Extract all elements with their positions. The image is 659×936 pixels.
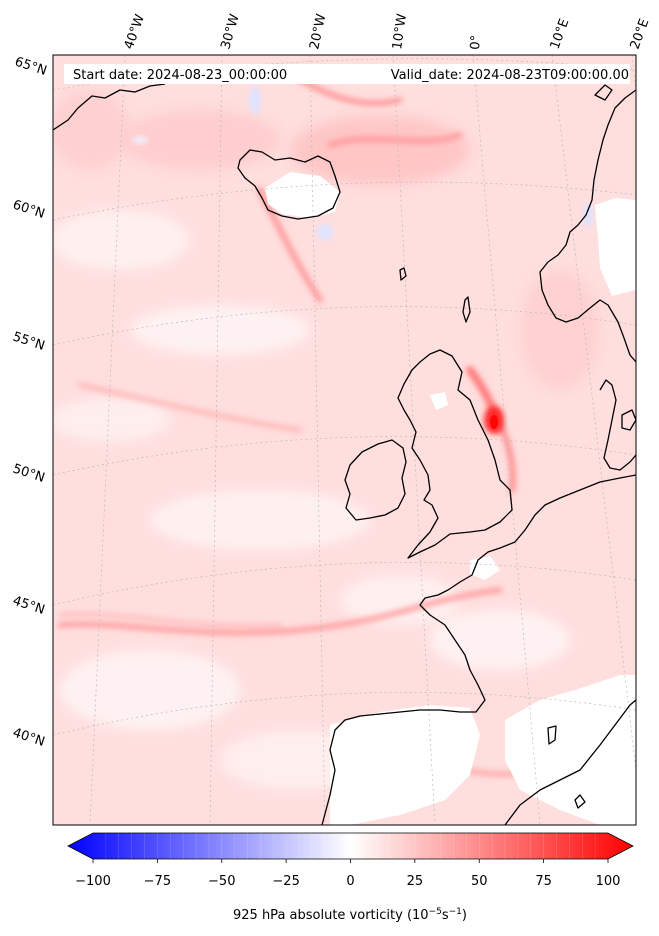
europe-coast xyxy=(321,474,636,825)
faroe-islands xyxy=(399,267,407,281)
colorbar-tick-label: 25 xyxy=(407,874,424,889)
lon-label: 0° xyxy=(468,34,484,50)
colorbar-tick-label: −100 xyxy=(75,874,111,889)
colorbar-tick-label: −25 xyxy=(272,874,299,889)
vorticity-field xyxy=(53,77,600,790)
latitude-labels: 65°N 60°N 55°N 50°N 45°N 40°N xyxy=(11,55,49,750)
colorbar-ticks: −100 −75 −50 −25 0 25 50 75 100 xyxy=(75,833,620,889)
lon-label: 30°W xyxy=(218,12,242,51)
valid-date-label: Valid_date: 2024-08-23T09:00:00.00 xyxy=(391,68,629,83)
colorbar-tick-label: −75 xyxy=(144,874,171,889)
colorbar-tick-label: 0 xyxy=(346,874,354,889)
mediterranean-coast xyxy=(504,699,636,825)
start-date-label: Start date: 2024-08-23_00:00:00 xyxy=(73,68,287,83)
great-britain-coast xyxy=(397,349,513,559)
map-frame xyxy=(52,54,637,826)
lat-label: 45°N xyxy=(11,594,47,618)
land-low-values xyxy=(265,172,636,825)
header-box xyxy=(64,64,630,84)
lon-label: 10°W xyxy=(390,13,410,51)
greenland-coast xyxy=(53,83,166,131)
lon-label: 10°E xyxy=(548,17,573,52)
shetland-islands xyxy=(462,296,471,323)
colorbar-tick-label: 75 xyxy=(535,874,552,889)
lon-label: 20°W xyxy=(307,12,329,50)
lon-label: 40°W xyxy=(122,12,148,51)
norway-coast xyxy=(539,89,636,363)
ireland-coast xyxy=(344,439,407,521)
lat-label: 65°N xyxy=(13,55,49,79)
vorticity-map xyxy=(53,55,636,825)
colorbar-tick-label: 100 xyxy=(596,874,621,889)
longitude-labels: 40°W 30°W 20°W 10°W 0° 10°E 20°E xyxy=(122,12,653,51)
colorbar-label: 925 hPa absolute vorticity (10−5s−1) xyxy=(233,907,467,923)
lat-label: 40°N xyxy=(11,726,47,750)
coastlines xyxy=(53,83,636,825)
denmark-coast xyxy=(599,379,636,471)
lat-label: 50°N xyxy=(11,462,47,486)
lat-label: 55°N xyxy=(11,330,47,354)
iceland-coast xyxy=(237,149,341,220)
lat-label: 60°N xyxy=(11,198,47,222)
colorbar-tick-label: 50 xyxy=(471,874,488,889)
colorbar: −100 −75 −50 −25 0 25 50 75 100 925 hPa absolute… xyxy=(67,832,634,923)
lon-label: 20°E xyxy=(628,17,653,52)
colorbar-tick-label: −50 xyxy=(208,874,235,889)
